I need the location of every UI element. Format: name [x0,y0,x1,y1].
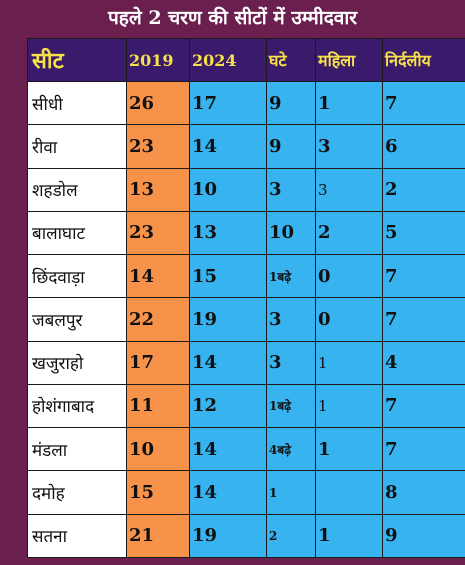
independent-cell: 4 [382,340,465,385]
value-2024-cell: 12 [189,383,267,429]
seat-cell: शहडोल [27,167,127,212]
decreased-cell: 1बढ़े [266,383,316,429]
decreased-cell: 2 [266,513,316,559]
table-row: मंडला 10 14 4बढ़े 1 7 [27,427,465,472]
value-2024-cell: 14 [189,470,267,515]
seat-cell: सतना [27,513,127,559]
table-row: सतना 21 19 2 1 9 [27,513,465,559]
value-2019-cell: 23 [126,124,190,169]
table-row: छिंदवाड़ा 14 15 1बढ़े 0 7 [27,254,465,299]
value-2019-cell: 13 [126,167,190,212]
decreased-cell: 9 [266,80,316,126]
seat-cell: रीवा [27,124,127,169]
independent-cell: 6 [382,124,465,169]
women-cell: 0 [315,254,383,299]
header-seat: सीट [27,38,127,82]
decreased-cell: 4बढ़े [266,427,316,472]
value-2019-cell: 10 [126,427,190,472]
value-2019-cell: 22 [126,297,190,342]
table-row: खजुराहो 17 14 3 1 4 [27,340,465,385]
decreased-cell: 9 [266,124,316,169]
women-cell: 1 [315,513,383,559]
value-2024-cell: 14 [189,427,267,472]
seat-cell: दमोह [27,470,127,515]
table-row: दमोह 15 14 1 8 [27,470,465,515]
header-decreased: घटे [266,38,316,82]
women-cell: 1 [315,80,383,126]
candidates-table: सीट 2019 2024 घटे महिला निर्दलीय सीधी 26 1… [27,38,465,559]
women-cell: 2 [315,210,383,256]
women-cell: 1 [315,383,383,429]
value-2019-cell: 21 [126,513,190,559]
seat-cell: खजुराहो [27,340,127,385]
seat-cell: सीधी [27,80,127,126]
independent-cell: 7 [382,427,465,472]
value-2024-cell: 19 [189,513,267,559]
decreased-cell: 1 [266,470,316,515]
women-cell: 0 [315,297,383,342]
value-2024-cell: 14 [189,340,267,385]
women-cell: 1 [315,340,383,385]
value-2019-cell: 26 [126,80,190,126]
seat-cell: मंडला [27,427,127,472]
table-body: सीधी 26 17 9 1 7 रीवा 23 14 9 3 6 शहडोल 13 10 3 3 2 बालाघा… [27,80,465,559]
decreased-cell: 1बढ़े [266,254,316,299]
header-women: महिला [315,38,383,82]
table-row: रीवा 23 14 9 3 6 [27,124,465,169]
decreased-cell: 3 [266,167,316,212]
seat-cell: छिंदवाड़ा [27,254,127,299]
women-cell [315,470,383,515]
value-2019-cell: 15 [126,470,190,515]
decreased-cell: 10 [266,210,316,256]
decreased-cell: 3 [266,340,316,385]
value-2024-cell: 19 [189,297,267,342]
value-2019-cell: 23 [126,210,190,256]
independent-cell: 7 [382,254,465,299]
table-row: सीधी 26 17 9 1 7 [27,80,465,126]
women-cell: 1 [315,427,383,472]
value-2024-cell: 14 [189,124,267,169]
independent-cell: 2 [382,167,465,212]
value-2024-cell: 15 [189,254,267,299]
value-2019-cell: 14 [126,254,190,299]
seat-cell: जबलपुर [27,297,127,342]
value-2024-cell: 17 [189,80,267,126]
value-2019-cell: 11 [126,383,190,429]
table-row: बालाघाट 23 13 10 2 5 [27,210,465,256]
table-row: शहडोल 13 10 3 3 2 [27,167,465,212]
table-row: होशंगाबाद 11 12 1बढ़े 1 7 [27,383,465,429]
value-2019-cell: 17 [126,340,190,385]
seat-cell: होशंगाबाद [27,383,127,429]
independent-cell: 5 [382,210,465,256]
header-2024: 2024 [189,38,267,82]
independent-cell: 7 [382,297,465,342]
table-header-row: सीट 2019 2024 घटे महिला निर्दलीय [27,38,465,82]
women-cell: 3 [315,124,383,169]
women-cell: 3 [315,167,383,212]
chart-title: पहले 2 चरण की सीटों में उम्मीदवार [107,7,358,29]
independent-cell: 8 [382,470,465,515]
header-2019: 2019 [126,38,190,82]
value-2024-cell: 10 [189,167,267,212]
independent-cell: 9 [382,513,465,559]
seat-cell: बालाघाट [27,210,127,256]
header-independent: निर्दलीय [382,38,465,82]
table-row: जबलपुर 22 19 3 0 7 [27,297,465,342]
value-2024-cell: 13 [189,210,267,256]
decreased-cell: 3 [266,297,316,342]
independent-cell: 7 [382,383,465,429]
independent-cell: 7 [382,80,465,126]
